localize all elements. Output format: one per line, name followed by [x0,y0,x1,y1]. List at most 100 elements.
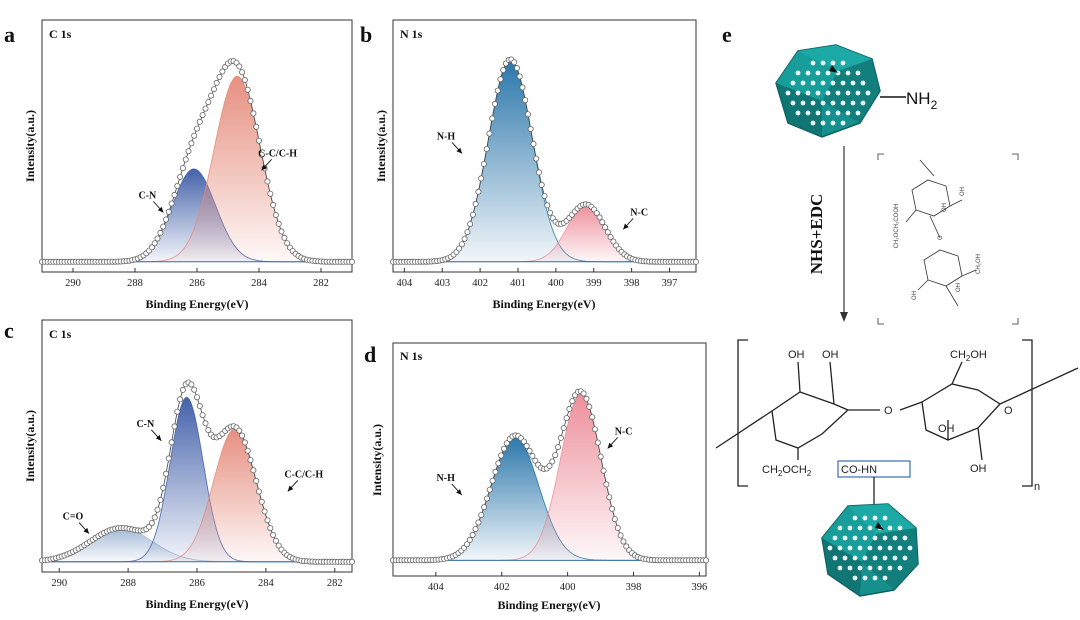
data-point [583,395,590,402]
inset-structure [877,153,1019,325]
data-point [177,173,184,180]
cage-hole [842,535,848,541]
data-point [148,520,155,527]
annotation-N-H: N-H [437,131,456,142]
x-tick-label: 397 [662,278,678,289]
data-point [182,156,189,163]
data-point [606,494,613,501]
data-point [475,188,482,195]
data-point [244,86,251,93]
inset-oh-label-4: OH [912,291,918,300]
data-point [536,169,543,176]
data-point [607,233,614,240]
data-point [480,160,487,167]
cage-hole [790,80,796,86]
data-point [491,100,498,107]
data-point [272,537,279,544]
data-point [557,434,564,441]
data-point [478,175,485,182]
cage-hole [857,525,863,531]
data-point [486,130,493,137]
x-tick-label: 403 [434,278,450,289]
data-point [483,145,490,152]
annotation-C-N: C-N [139,191,158,202]
data-point [472,526,479,533]
x-tick-label: 402 [472,278,488,289]
cage-hole [810,80,816,86]
data-point [151,514,158,521]
cage-hole [902,535,908,541]
x-tick-label: 290 [65,278,81,289]
cage-hole [897,565,903,571]
plot-area-b: 404 403 402 401 400 399 398 397 N-H N-C [389,56,700,289]
data-point [546,462,553,469]
data-point [168,439,175,446]
cage-hole [825,110,831,116]
data-point [604,229,611,236]
data-point [467,221,474,228]
data-point [196,118,203,125]
cage-hole [805,90,811,96]
ylabel-d: Intensity(a.u.) [370,424,384,496]
peak-area-C-C/C-H [42,76,352,262]
cage-hole [855,70,861,76]
peak-area-C-N [42,397,352,562]
data-point [270,201,277,208]
data-point [614,525,621,532]
data-point [191,386,198,393]
annotation-C-C/C-H: C-C/C-H [284,469,323,480]
data-point [500,445,507,452]
data-point [174,408,181,415]
oh-label-3: OH [938,423,955,435]
cage-hole [840,80,846,86]
cage-hole [845,70,851,76]
data-point [250,467,257,474]
data-point [255,137,262,144]
cage-hole [790,100,796,106]
data-point [592,426,599,433]
panel-c: c C 1s Binding Energy(eV) Intensity(a.u.… [4,318,355,611]
annotation-arrow-head [456,147,463,154]
cage-hole [847,565,853,571]
data-point [498,452,505,459]
data-point [580,390,587,397]
data-point [179,386,186,393]
data-point [281,234,288,241]
cage-hole [820,120,826,126]
data-point [552,452,559,459]
cage-hole [862,515,868,521]
nh2-label: NH2 [906,89,938,112]
cage-hole [857,545,863,551]
cage-hole [810,60,816,66]
annotation-N-H: N-H [437,473,456,484]
data-point [241,439,248,446]
reagent-label: NHS+EDC [807,194,826,275]
data-point [253,477,260,484]
data-point [205,99,212,106]
data-point [253,123,260,130]
ylabel-b: Intensity(a.u.) [374,110,388,182]
data-point [193,125,200,132]
cage-hole [827,545,833,551]
data-point [202,105,209,112]
cage-hole [805,110,811,116]
inset-o-label: O [938,235,944,240]
panel-title-a: C 1s [49,27,72,41]
annotation-C=O: C=O [63,512,84,523]
data-point [165,455,172,462]
panel-label-e: e [722,22,732,47]
peak-area-C=O [42,528,352,562]
data-point [516,73,523,80]
data-point [202,420,209,427]
x-tick-label: 398 [624,278,640,289]
x-tick-label: 404 [428,582,445,593]
cage-hole [815,70,821,76]
cage-hole [855,90,861,96]
panel-e: e NH2 NHS+EDC CH [715,22,1079,597]
annotation-arrow-head [83,527,89,534]
panel-b: b N 1s Binding Energy(eV) Intensity(a.u.… [360,19,700,311]
data-point [239,432,246,439]
data-point [597,453,604,460]
data-point [208,92,215,99]
data-point [270,532,277,539]
